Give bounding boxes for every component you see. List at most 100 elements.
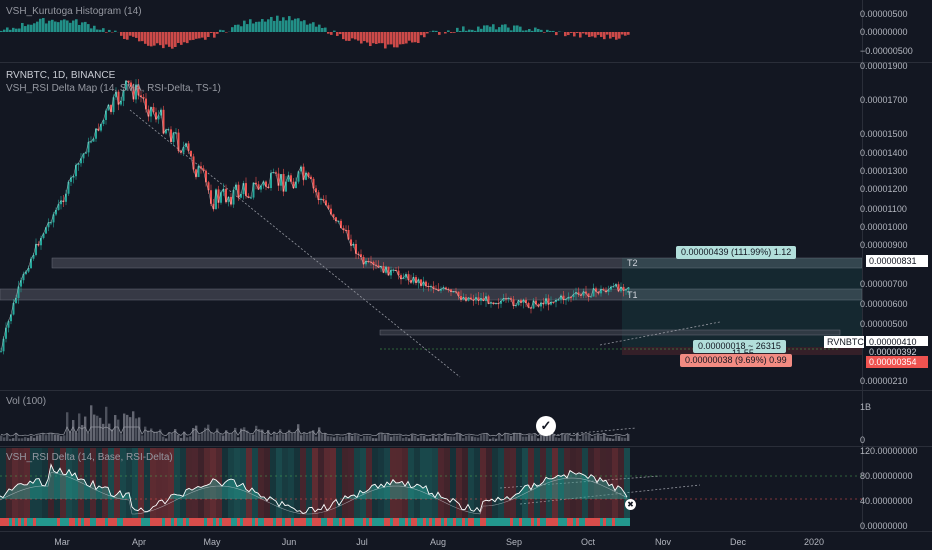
volume-bar — [201, 432, 204, 441]
rsi-strip-cell — [42, 518, 45, 526]
time-axis-label: Nov — [654, 537, 672, 547]
candle-body — [390, 270, 392, 276]
rsi-strip-cell — [6, 518, 9, 526]
rsi-strip-cell — [339, 518, 342, 526]
candle-body — [465, 297, 467, 301]
downtrend-line[interactable] — [129, 109, 461, 378]
volume-bar — [396, 435, 399, 441]
kurutoga-bar — [489, 26, 492, 32]
rsi-strip-cell — [162, 518, 165, 526]
volume-bar — [492, 437, 495, 441]
volume-bar — [597, 434, 600, 441]
rsi-strip-cell — [87, 518, 90, 526]
kurutoga-bar — [492, 24, 495, 32]
rsi-strip-cell — [537, 518, 540, 526]
candle-body — [12, 303, 15, 315]
candle-body — [285, 181, 287, 192]
kurutoga-bar — [363, 32, 366, 42]
volume-bar — [522, 436, 525, 441]
volume-bar — [540, 433, 543, 441]
volume-bar — [354, 434, 357, 441]
kurutoga-bar — [129, 32, 132, 36]
candle-body — [562, 295, 565, 300]
volume-bar — [294, 431, 297, 441]
t2-price-tag[interactable]: 0.00000831 — [866, 255, 928, 267]
rsi-strip-cell — [69, 518, 72, 526]
kurutoga-bar — [177, 32, 180, 43]
kurutoga-bar — [393, 32, 396, 48]
rsi-stripe — [426, 448, 432, 518]
candle-body — [105, 110, 107, 120]
rsi-strip-cell — [84, 518, 87, 526]
rsi-stripe — [126, 448, 132, 518]
check-circle-icon[interactable]: ✓ — [536, 416, 556, 436]
candle-body — [595, 288, 597, 292]
rsi-strip-cell — [114, 518, 117, 526]
candle-body — [225, 188, 227, 203]
last-price-tag[interactable]: 0.00000410 — [866, 336, 928, 348]
rsi-stripe — [606, 448, 612, 518]
candle-body — [275, 172, 277, 174]
volume-bar — [27, 437, 30, 441]
volume-bar — [567, 434, 570, 441]
kurutoga-bar — [375, 32, 378, 45]
volume-trend-line[interactable] — [544, 427, 637, 437]
candle-body — [425, 281, 427, 287]
candle-body — [327, 205, 330, 209]
range-info-label[interactable]: 0.00000018 ~ 26315 — [693, 340, 786, 353]
price-axis-label: 0.00001400 — [860, 148, 908, 158]
rsi-strip-cell — [576, 518, 579, 526]
rsi-stripe — [24, 448, 30, 518]
kurutoga-bar — [333, 30, 336, 32]
rsi-stripe — [168, 448, 174, 518]
small-cross-icon[interactable]: ✖ — [625, 499, 636, 510]
volume-legend[interactable]: Vol (100) — [6, 396, 47, 407]
symbol-price-tag[interactable]: RVNBTC — [824, 336, 864, 348]
volume-bar — [363, 435, 366, 441]
candle-body — [315, 188, 317, 193]
rsi-strip-cell — [354, 518, 357, 526]
kurutoga-bar — [540, 29, 543, 32]
uptrend-line[interactable] — [599, 321, 721, 346]
kurutoga-bar — [36, 21, 39, 32]
rsi-map-legend[interactable]: VSH_RSI Delta Map (14, SMA, RSI-Delta, T… — [6, 83, 221, 94]
volume-bar — [6, 433, 9, 441]
rsi-delta-legend[interactable]: VSH_RSI Delta (14, Base, RSI-Delta) — [6, 452, 173, 463]
rsi-strip-cell — [495, 518, 498, 526]
rsi-strip-cell — [294, 518, 297, 526]
time-axis-label: Mar — [54, 537, 70, 547]
kurutoga-legend[interactable]: VSH_Kurutoga Histogram (14) — [6, 6, 142, 17]
rsi-stripe — [36, 448, 42, 518]
volume-bar — [231, 433, 234, 441]
volume-bar — [513, 433, 516, 441]
volume-bar — [369, 436, 372, 441]
pane-separator-2[interactable] — [0, 390, 932, 391]
kurutoga-bar — [297, 18, 300, 32]
rsi-stripe — [324, 448, 330, 518]
candle-body — [540, 302, 542, 307]
kurutoga-bar — [216, 32, 219, 34]
pane-separator-3[interactable] — [0, 446, 932, 447]
candle-body — [307, 172, 310, 177]
rsi-strip-cell — [474, 518, 477, 526]
rsi-stripe — [534, 448, 540, 518]
entry-box[interactable] — [379, 329, 841, 336]
symbol-legend[interactable]: RVNBTC, 1D, BINANCE — [6, 70, 116, 81]
volume-bar — [225, 430, 228, 441]
target-info-label[interactable]: 0.00000439 (111.99%) 1.12 — [676, 246, 797, 259]
stop-info-label[interactable]: 0.00000038 (9.69%) 0.99 — [680, 354, 792, 367]
candle-body — [355, 243, 357, 254]
stop-price-tag[interactable]: 0.00000354 — [866, 356, 928, 368]
level-price-tag[interactable]: 0.00000392 — [866, 346, 928, 358]
kurutoga-bar — [159, 32, 162, 46]
candle-body — [527, 302, 530, 308]
pane-separator-1[interactable] — [0, 62, 932, 63]
volume-bar — [258, 429, 261, 441]
rsi-trend-line-upper[interactable] — [499, 475, 661, 489]
kurutoga-bar — [543, 32, 546, 33]
kurutoga-bar — [201, 32, 204, 38]
candle-body — [235, 184, 237, 191]
volume-bar — [510, 436, 513, 441]
rsi-stripe — [600, 448, 606, 518]
